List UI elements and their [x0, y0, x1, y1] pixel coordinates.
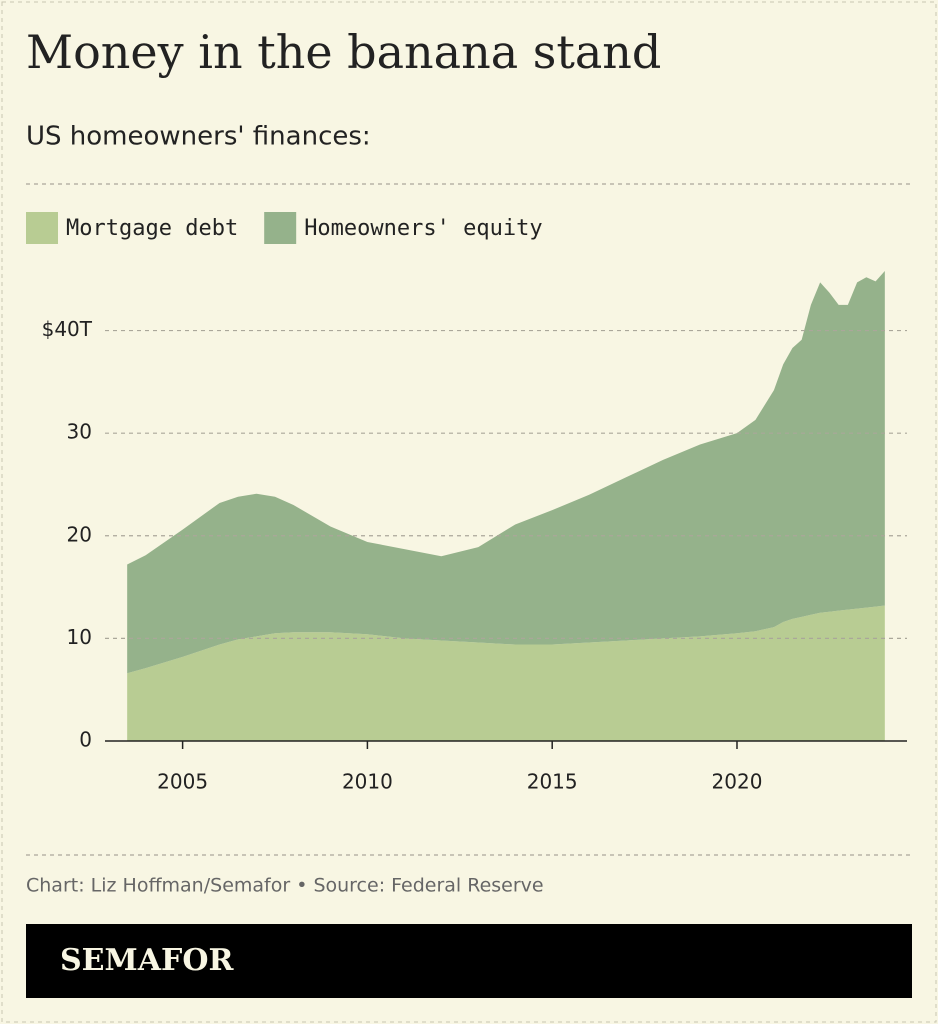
chart-title: Money in the banana stand: [26, 25, 661, 79]
legend-swatch: [26, 212, 58, 244]
y-tick-label: 20: [67, 522, 92, 546]
subtitle: US homeowners' finances:: [26, 122, 371, 152]
x-tick-label: 2010: [342, 770, 393, 794]
x-tick-label: 2020: [712, 770, 763, 794]
area: [127, 271, 885, 674]
x-tick-label: 2015: [527, 770, 578, 794]
area: [127, 605, 885, 741]
x-tick-label: 2005: [157, 770, 208, 794]
legend-label: Mortgage debt: [66, 216, 238, 241]
brand: SEMAFOR: [60, 943, 234, 978]
legend-label: Homeowners' equity: [304, 216, 542, 241]
brand-bar: [26, 924, 912, 998]
caption: Chart: Liz Hoffman/Semafor • Source: Fed…: [26, 875, 544, 897]
y-tick-label: 0: [79, 728, 92, 752]
y-tick-label: 10: [67, 625, 92, 649]
y-tick-label: $40T: [42, 317, 93, 341]
legend-swatch: [264, 212, 297, 244]
y-tick-label: 30: [67, 420, 92, 444]
